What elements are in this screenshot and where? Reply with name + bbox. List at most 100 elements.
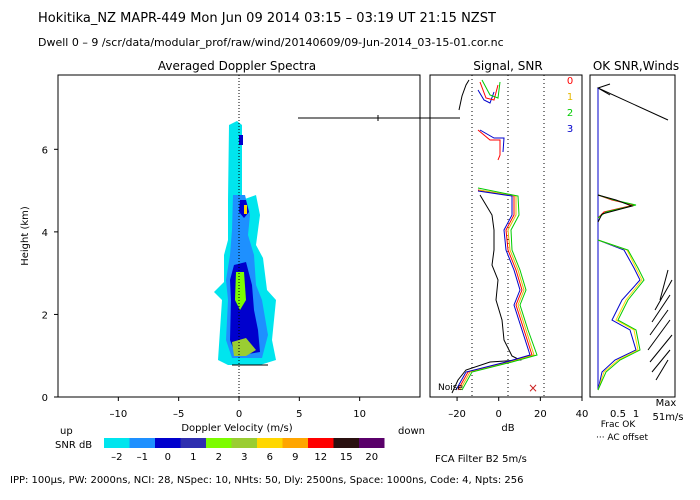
spectra-y-tick-label: 6 [42,145,48,156]
snr-contour-yellow [244,205,247,214]
noise-marker: × [528,381,538,395]
snr-gridlines [471,75,545,397]
barb-8 [655,359,669,381]
snr-legend: 0 1 2 3 [567,76,573,135]
colorbar-tick-label: 6 [267,452,273,463]
colorbar-tick-label: 1 [190,452,196,463]
spectra-title: Averaged Doppler Spectra [158,59,316,73]
snr-blob-upper [239,135,243,145]
spectra-x-tick-label: 10 [353,409,366,420]
snr-x-axis: –20 0 20 40 [448,397,588,420]
snr-x-tick-label: 40 [576,409,589,420]
spectra-x-label: Doppler Velocity (m/s) [181,423,292,434]
snr-x-tick-label: –20 [448,409,466,420]
colorbar-swatch [231,438,257,448]
spectra-y-tick-label: 4 [42,228,48,239]
colorbar-tick-label: 9 [292,452,298,463]
snr-line-upper [477,129,501,161]
snr-line-top [477,89,495,104]
colorbar-swatch [180,438,206,448]
colorbar-swatch [282,438,308,448]
snr-x-label: dB [501,423,514,434]
signal-profile [458,79,470,111]
wind-barb-cluster [647,269,673,381]
colorbar-swatch [333,438,359,448]
colorbar-tick-label: 12 [314,452,327,463]
winds-frame [589,74,676,398]
barb-1 [659,269,669,301]
snr-line-upper-blue [479,129,505,153]
barb-2 [654,279,673,311]
wind-barb-top-head [596,83,611,96]
colorbar-swatch [359,438,385,448]
winds-x-axis: 0.5 1 [610,409,639,420]
spectra-x-tick-label: –10 [109,409,127,420]
colorbar-up-label: up [60,426,73,437]
snr-legend-entry: 3 [567,124,573,135]
colorbar-tick-label: –2 [111,452,122,463]
colorbar-swatch [129,438,155,448]
figure-subtitle: Dwell 0 – 9 /scr/data/modular_prof/raw/w… [38,36,504,49]
colorbar-tick-label: 20 [365,452,378,463]
barb-3 [651,294,671,323]
figure-title: Hokitika_NZ MAPR-449 Mon Jun 09 2014 03:… [38,11,496,26]
colorbar-swatch [257,438,283,448]
winds-legend-ac: ··· AC offset [596,433,649,443]
snr-colorbar: –2 –1 0 1 2 3 6 9 12 15 20 [104,438,385,463]
winds-x-tick-label: 0.5 [610,409,626,420]
colorbar-swatch [155,438,181,448]
filter-label: FCA Filter B2 5m/s [435,454,527,465]
colorbar-tick-label: –1 [137,452,148,463]
winds-max-label: Max [656,398,677,409]
barb-7 [651,349,671,373]
barb-5 [647,319,671,351]
colorbar-snr-label: SNR dB [55,440,92,451]
colorbar-tick-label: 2 [216,452,222,463]
snr-x-tick-label: 20 [534,409,547,420]
snr-frame [429,74,583,398]
spectra-heatmap [214,121,276,365]
spectra-y-tick-label: 2 [42,310,48,321]
snr-line-top-red [479,81,499,101]
spectra-y-label: Height (km) [20,206,31,266]
spectra-y-axis: 0 2 4 6 [42,145,58,404]
noise-label: Noise [438,383,463,393]
spectra-x-tick-label: 5 [296,409,302,420]
winds-title: OK SNR,Winds [593,59,679,73]
colorbar-swatch [104,438,130,448]
acquisition-params: IPP: 100µs, PW: 2000ns, NCI: 28, NSpec: … [10,475,523,486]
winds-max-value: 51m/s [652,412,683,423]
colorbar-tick-label: 3 [241,452,247,463]
colorbar-swatch [308,438,334,448]
colorbar-tick-label: 0 [165,452,171,463]
snr-line-2 [461,187,538,391]
winds-x-tick-label: 1 [633,409,639,420]
spectra-x-tick-label: –5 [173,409,184,420]
frac-ok-line-1 [597,239,643,391]
snr-x-tick-label: 0 [496,409,502,420]
snr-legend-entry: 1 [567,92,573,103]
frac-ok-line-3 [597,239,641,391]
spectra-x-axis: –10 –5 0 5 10 [109,397,366,420]
colorbar-swatch [206,438,232,448]
snr-legend-entry: 0 [567,76,573,87]
snr-contour-green-low [232,338,256,356]
winds-legend-frac: Frac OK [601,420,637,430]
snr-line-3 [455,190,531,391]
spectra-x-tick-label: 0 [236,409,242,420]
spectra-y-tick-label: 0 [42,393,48,404]
colorbar-down-label: down [398,426,425,437]
snr-profiles [451,79,538,394]
frac-ok-line-2-low [597,239,645,391]
colorbar-tick-label: 15 [340,452,353,463]
snr-contour-green [235,272,246,310]
wind-barbs [596,83,673,391]
wind-barb-top [597,87,669,121]
barb-6 [649,334,673,363]
frac-ok-line-noise [597,194,634,223]
signal-profile-lower [451,194,522,394]
snr-legend-entry: 2 [567,108,573,119]
barb-4 [649,309,669,336]
